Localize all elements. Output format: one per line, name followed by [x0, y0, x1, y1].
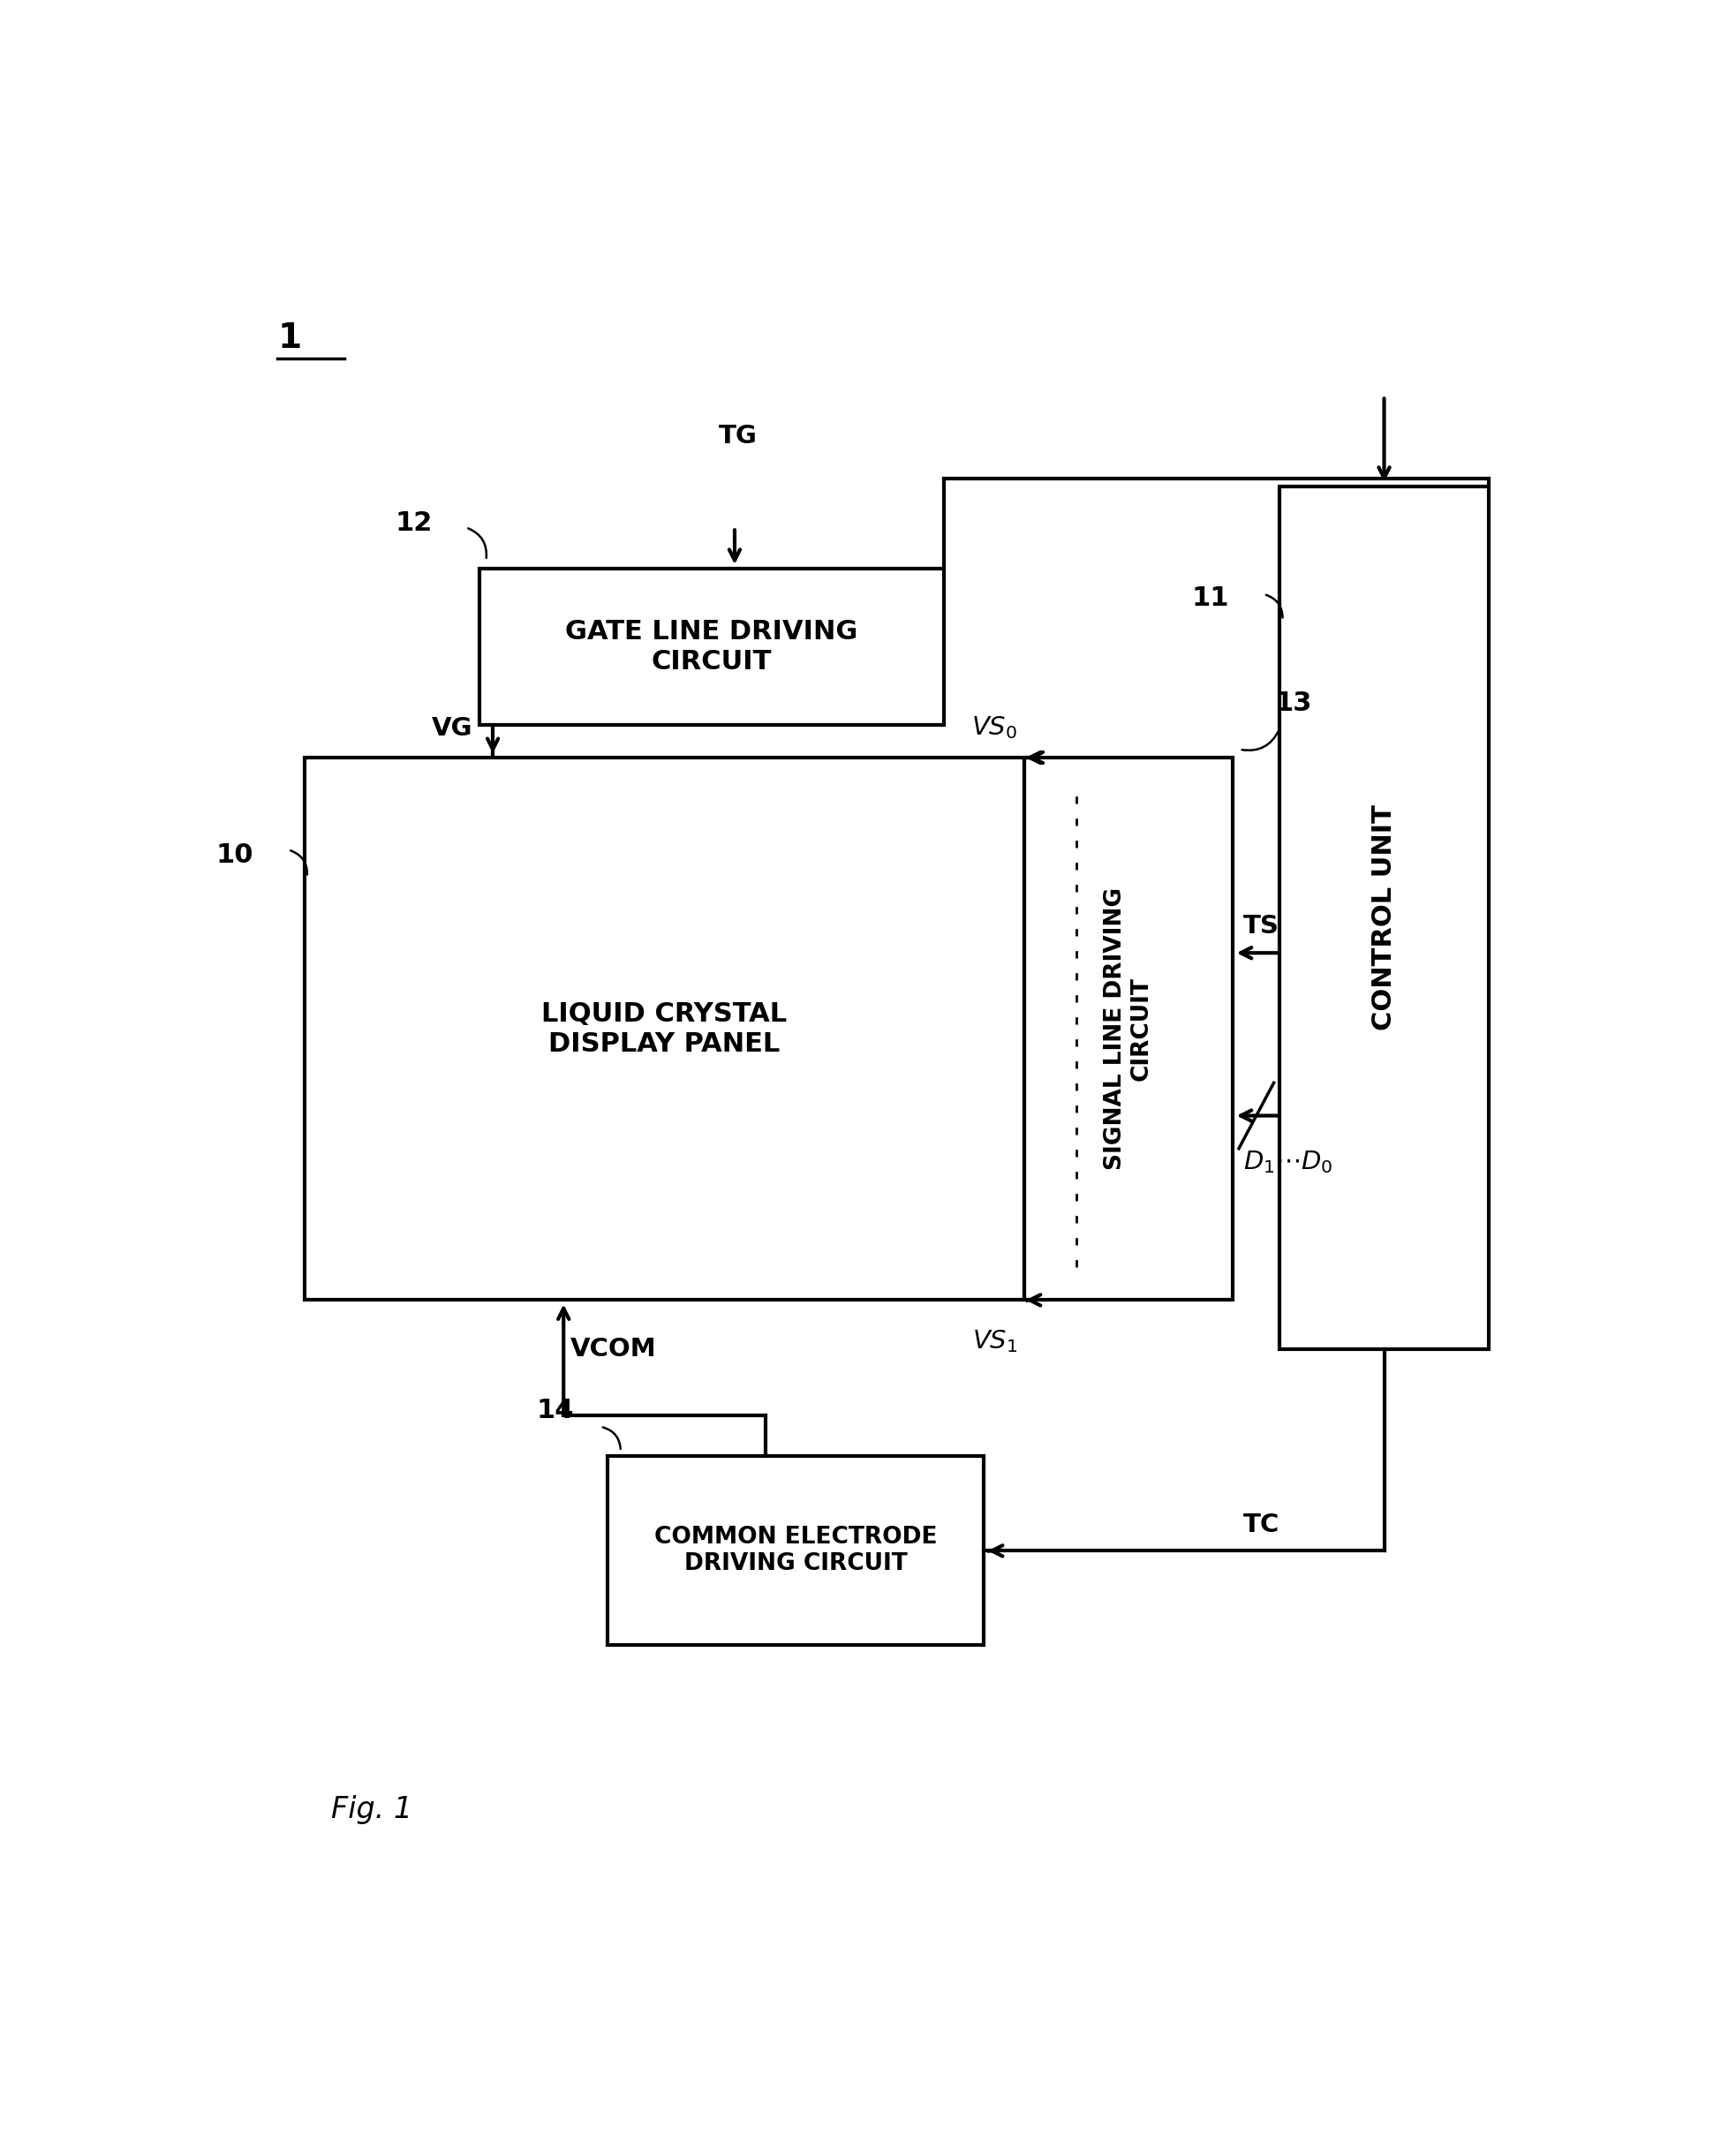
FancyBboxPatch shape	[1024, 758, 1233, 1300]
Text: LIQUID CRYSTAL
DISPLAY PANEL: LIQUID CRYSTAL DISPLAY PANEL	[542, 1001, 786, 1057]
Text: 12: 12	[394, 510, 432, 536]
FancyBboxPatch shape	[608, 1456, 984, 1646]
Text: VCOM: VCOM	[571, 1337, 656, 1362]
Text: 10: 10	[215, 843, 253, 869]
Text: GATE LINE DRIVING
CIRCUIT: GATE LINE DRIVING CIRCUIT	[566, 619, 858, 675]
Text: TG: TG	[719, 425, 757, 448]
Text: SIGNAL LINE DRIVING
CIRCUIT: SIGNAL LINE DRIVING CIRCUIT	[1104, 888, 1153, 1170]
FancyBboxPatch shape	[1279, 487, 1488, 1349]
Text: 1: 1	[278, 320, 302, 354]
Text: $VS_0$: $VS_0$	[972, 715, 1017, 741]
Text: CONTROL UNIT: CONTROL UNIT	[1371, 805, 1397, 1031]
Text: VG: VG	[432, 715, 472, 741]
Text: $VS_1$: $VS_1$	[972, 1328, 1017, 1354]
FancyBboxPatch shape	[304, 758, 1024, 1300]
Text: TC: TC	[1243, 1512, 1279, 1537]
Text: 14: 14	[536, 1398, 573, 1424]
Text: Fig. 1: Fig. 1	[332, 1796, 413, 1823]
FancyBboxPatch shape	[479, 568, 944, 724]
Text: 11: 11	[1191, 585, 1229, 611]
Text: TS: TS	[1243, 914, 1279, 939]
Text: 13: 13	[1274, 692, 1312, 717]
Text: COMMON ELECTRODE
DRIVING CIRCUIT: COMMON ELECTRODE DRIVING CIRCUIT	[654, 1527, 937, 1576]
Text: $D_1\cdots D_0$: $D_1\cdots D_0$	[1243, 1149, 1333, 1174]
